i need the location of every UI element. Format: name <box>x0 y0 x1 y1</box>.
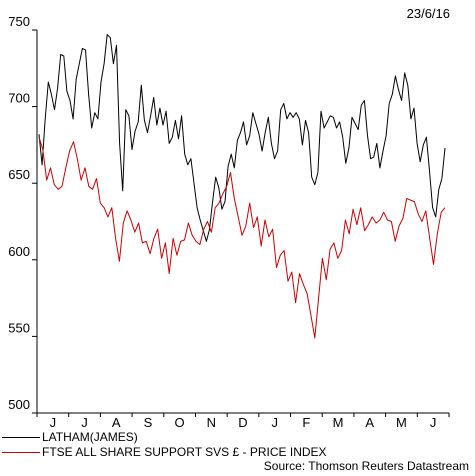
y-tick-label: 650 <box>8 167 30 182</box>
x-tick-label: J <box>50 415 57 428</box>
y-tick-label: 700 <box>8 91 30 106</box>
x-tick-label: A <box>112 415 121 428</box>
x-tick-label: S <box>144 415 153 428</box>
x-tick-label: J <box>81 415 88 428</box>
legend-swatch-red <box>2 452 40 454</box>
y-tick-label: 550 <box>8 320 30 335</box>
axes <box>32 29 450 417</box>
legend-entry-latham: LATHAM(JAMES) <box>0 430 138 444</box>
series-line-1 <box>38 137 446 339</box>
y-tick-label: 600 <box>8 244 30 259</box>
x-tick-label: O <box>175 415 185 428</box>
y-tick-label: 750 <box>8 14 30 29</box>
x-tick-label: J <box>430 415 437 428</box>
series-lines <box>38 34 446 339</box>
x-tick-label: D <box>238 415 247 428</box>
x-tick-label: J <box>271 415 278 428</box>
source-note: Source: Thomson Reuters Datastream <box>263 459 469 473</box>
tick-labels: 500 550 600 650 700 750 J J A S O N D J F M A M J <box>8 14 436 428</box>
x-tick-label: M <box>333 415 344 428</box>
line-chart: 500 550 600 650 700 750 J J A S O N D J F M A M J <box>8 14 450 428</box>
x-tick-label: M <box>396 415 407 428</box>
legend-label-ftse: FTSE ALL SHARE SUPPORT SVS £ - PRICE IND… <box>42 445 327 459</box>
x-tick-label: F <box>302 415 310 428</box>
x-tick-label: N <box>207 415 216 428</box>
series-line-0 <box>38 34 446 242</box>
legend-entry-ftse: FTSE ALL SHARE SUPPORT SVS £ - PRICE IND… <box>0 445 327 459</box>
x-tick-label: A <box>365 415 374 428</box>
legend-swatch-black <box>2 437 40 439</box>
y-tick-label: 500 <box>8 397 30 412</box>
legend-label-latham: LATHAM(JAMES) <box>42 430 138 444</box>
chart-date-label: 23/6/16 <box>406 6 450 21</box>
